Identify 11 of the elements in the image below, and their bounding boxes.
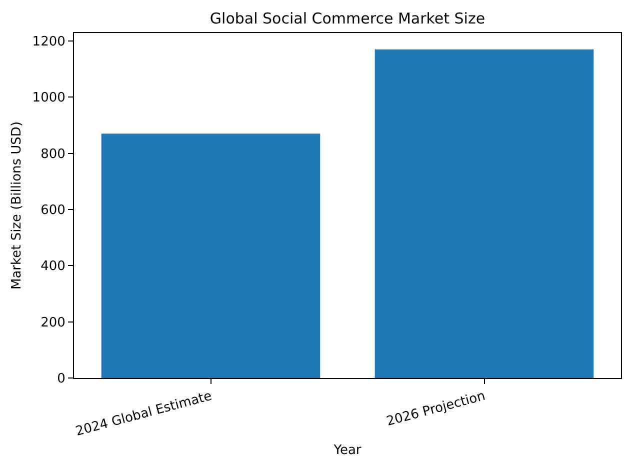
y-axis-title: Market Size (Billions USD): [9, 121, 24, 290]
y-tick-label: 800: [40, 146, 66, 162]
y-tick-label: 1000: [32, 90, 66, 106]
x-axis-title: Year: [332, 443, 362, 458]
y-tick-label: 400: [40, 259, 66, 274]
y-tick-label: 0: [57, 372, 66, 387]
x-tick-label: 2024 Global Estimate: [74, 388, 214, 440]
y-tick-label: 600: [40, 203, 66, 218]
y-tick-label: 200: [40, 315, 66, 330]
y-tick-label: 1200: [32, 34, 66, 50]
chart-title: Global Social Commerce Market Size: [210, 9, 486, 28]
